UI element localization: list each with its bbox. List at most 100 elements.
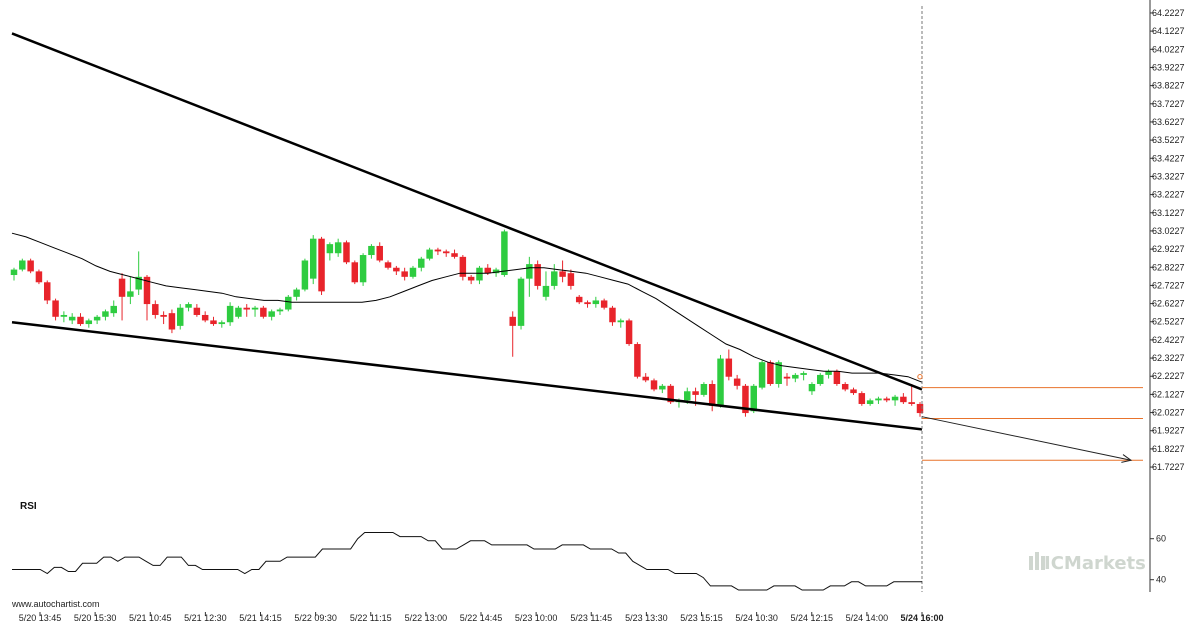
- watermark-bar: [1041, 556, 1045, 570]
- y-tick-label: 62.8227: [1152, 262, 1185, 272]
- y-tick-label: 63.8227: [1152, 81, 1185, 91]
- price-panel: [10, 6, 1143, 592]
- candle-body: [850, 389, 857, 394]
- candle-body: [567, 273, 575, 286]
- rsi-tick-label: 40: [1156, 575, 1166, 585]
- candle-body: [442, 251, 450, 254]
- y-tick-label: 63.0227: [1152, 226, 1185, 236]
- y-tick-label: 63.7227: [1152, 99, 1185, 109]
- y-tick-label: 62.6227: [1152, 299, 1185, 309]
- x-tick-label: 5/20 15:30: [74, 613, 117, 623]
- candle-body: [44, 282, 51, 301]
- y-tick-label: 63.3227: [1152, 171, 1185, 181]
- candle-body: [260, 307, 267, 317]
- candle-body: [841, 383, 849, 390]
- candle-body: [27, 260, 34, 272]
- candle-body: [467, 276, 475, 281]
- y-tick-label: 62.2227: [1152, 371, 1185, 381]
- y-tick-label: 62.0227: [1152, 408, 1185, 418]
- y-tick-label: 62.4227: [1152, 335, 1185, 345]
- candle-body: [143, 276, 151, 305]
- y-tick-label: 63.2227: [1152, 190, 1185, 200]
- candle-body: [559, 271, 566, 277]
- candle-body: [725, 358, 733, 377]
- candle-body: [451, 253, 458, 257]
- candle-body: [193, 307, 201, 315]
- y-tick-label: 62.9227: [1152, 244, 1185, 254]
- candle-body: [750, 385, 758, 412]
- candle-body: [634, 344, 641, 377]
- candle-body: [708, 383, 716, 406]
- candle-body: [201, 314, 209, 321]
- candle-body: [733, 378, 741, 386]
- candle-body: [409, 267, 417, 277]
- candle-body: [326, 244, 334, 254]
- y-tick-label: 62.7227: [1152, 280, 1185, 290]
- candle-body: [160, 314, 167, 317]
- candle-body: [542, 285, 550, 297]
- candle-body: [534, 264, 541, 286]
- candle-body: [368, 245, 375, 256]
- candle-body: [758, 362, 766, 388]
- support-trendline: [11, 320, 923, 431]
- x-tick-label: 5/22 13:00: [405, 613, 448, 623]
- candle-body: [642, 376, 649, 381]
- candle-body: [118, 278, 126, 297]
- moving-average-line: [11, 232, 923, 383]
- x-tick-label: 5/24 14:00: [846, 613, 889, 623]
- candle-body: [667, 385, 674, 403]
- candle-body: [77, 316, 84, 325]
- candle-body: [418, 258, 425, 268]
- candle-body: [176, 307, 184, 326]
- candle-body: [93, 316, 101, 321]
- projection-arrow-head: [1121, 454, 1133, 463]
- candle-body: [351, 262, 359, 283]
- x-tick-label: 5/23 13:30: [625, 613, 668, 623]
- candle-body: [875, 398, 882, 401]
- candle-body: [742, 385, 749, 414]
- x-tick-label: 5/23 11:45: [570, 613, 612, 623]
- candle-body: [501, 231, 508, 276]
- candle-body: [459, 256, 467, 277]
- candle-body: [825, 371, 832, 375]
- y-tick-label: 63.5227: [1152, 135, 1185, 145]
- candle-body: [318, 238, 325, 292]
- candle-body: [858, 393, 866, 404]
- candle-body: [800, 373, 807, 375]
- rsi-line: [12, 532, 922, 591]
- candle-body: [85, 320, 93, 325]
- candle-body: [152, 304, 159, 315]
- y-tick-label: 63.4227: [1152, 153, 1185, 163]
- x-tick-label: 5/21 14:15: [239, 613, 282, 623]
- candle-body: [600, 300, 608, 308]
- candle-body: [617, 320, 625, 323]
- rsi-label: RSI: [20, 501, 37, 512]
- y-tick-label: 61.7227: [1152, 462, 1185, 472]
- candle-body: [243, 307, 250, 310]
- x-tick-label: 5/20 13:45: [19, 613, 62, 623]
- source-credit: www.autochartist.com: [11, 599, 100, 609]
- candle-body: [235, 307, 242, 317]
- candle-body: [908, 402, 915, 404]
- candle-body: [293, 289, 300, 297]
- candle-body: [168, 313, 176, 330]
- x-tick-label: 5/22 14:45: [460, 613, 503, 623]
- candle-body: [783, 376, 791, 379]
- candle-body: [792, 374, 799, 379]
- candle-body: [692, 391, 699, 395]
- candle-body: [102, 311, 109, 317]
- candle-body: [309, 238, 317, 279]
- bar-chart-icon: [1029, 552, 1045, 570]
- candle-body: [210, 320, 217, 325]
- breakout-marker: [917, 374, 923, 380]
- y-tick-label: 64.0227: [1152, 44, 1185, 54]
- candle-body: [60, 314, 68, 317]
- candle-body: [384, 262, 392, 268]
- candle-body: [817, 374, 824, 384]
- watermark: ICMarkets: [1029, 552, 1146, 574]
- candle-body: [592, 300, 600, 305]
- x-axis: 5/20 13:45 5/20 15:30 5/21 10:45 5/21 12:30…: [19, 612, 944, 623]
- candle-body: [883, 398, 890, 401]
